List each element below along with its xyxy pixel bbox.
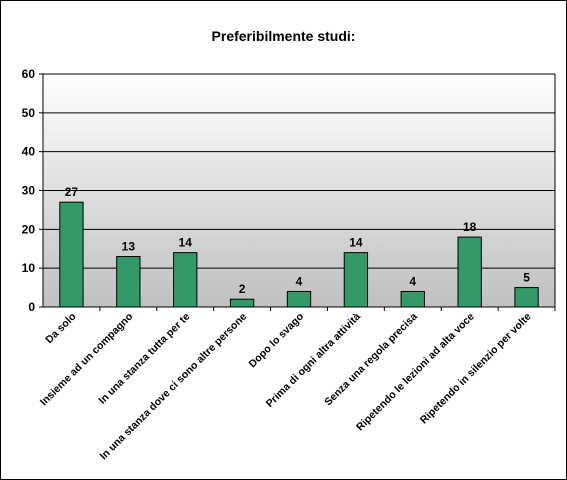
chart-title: Preferibilmente studi: bbox=[211, 28, 356, 44]
bar bbox=[343, 252, 369, 308]
y-tick-label: 30 bbox=[22, 184, 36, 198]
x-category-label: Insieme ad un compagno bbox=[38, 311, 136, 409]
bar bbox=[400, 290, 425, 308]
x-category-label: Senza una regola precisa bbox=[322, 311, 420, 409]
y-tick-label: 60 bbox=[22, 67, 36, 81]
data-label: 4 bbox=[409, 274, 416, 288]
data-label: 13 bbox=[122, 240, 136, 254]
bar bbox=[457, 236, 482, 308]
data-label: 5 bbox=[523, 271, 530, 285]
data-label: 14 bbox=[179, 236, 193, 250]
y-tick-label: 50 bbox=[22, 106, 36, 120]
y-tick-label: 40 bbox=[22, 145, 36, 159]
y-tick-label: 10 bbox=[22, 261, 36, 275]
x-category-label: In una stanza tutta per te bbox=[96, 311, 192, 407]
x-category-label: Da solo bbox=[43, 311, 78, 346]
bar bbox=[116, 256, 141, 308]
x-category-label: Prima di ogni altra attività bbox=[264, 311, 363, 410]
bar bbox=[59, 201, 84, 308]
bar bbox=[286, 290, 312, 308]
data-label: 18 bbox=[463, 220, 477, 234]
y-tick-label: 20 bbox=[22, 222, 36, 236]
x-category-label: Ripetendo le lezioni ad alta voce bbox=[354, 311, 477, 434]
bar bbox=[229, 298, 255, 308]
x-category-label: Ripetendo in silenzio per volte bbox=[418, 311, 534, 427]
bar bbox=[173, 252, 198, 308]
data-label: 2 bbox=[239, 282, 246, 296]
y-tick-label: 0 bbox=[28, 300, 35, 314]
data-label: 14 bbox=[349, 236, 363, 250]
data-label: 4 bbox=[296, 274, 303, 288]
bar bbox=[514, 287, 539, 308]
data-label: 27 bbox=[65, 185, 79, 199]
x-category-label: Dopo lo svago bbox=[246, 311, 306, 371]
